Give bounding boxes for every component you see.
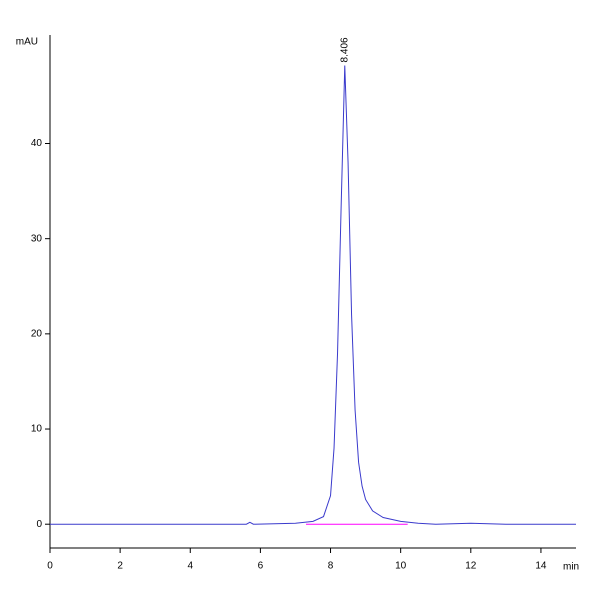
y-tick-label: 10 [31,424,43,435]
x-tick-label: 10 [395,561,407,572]
y-tick-label: 0 [36,519,42,530]
y-tick-label: 40 [31,138,43,149]
peak-label: 8.406 [339,37,350,62]
x-tick-label: 14 [535,561,547,572]
x-axis-label: min [563,562,579,573]
x-tick-label: 0 [47,561,53,572]
y-tick-label: 30 [31,233,43,244]
y-axis-label: mAU [16,37,38,48]
x-tick-label: 8 [328,561,334,572]
x-tick-label: 4 [187,561,193,572]
trace [50,65,576,525]
x-tick-label: 2 [117,561,123,572]
x-tick-label: 12 [465,561,477,572]
x-tick-label: 6 [258,561,264,572]
y-tick-label: 20 [31,328,43,339]
